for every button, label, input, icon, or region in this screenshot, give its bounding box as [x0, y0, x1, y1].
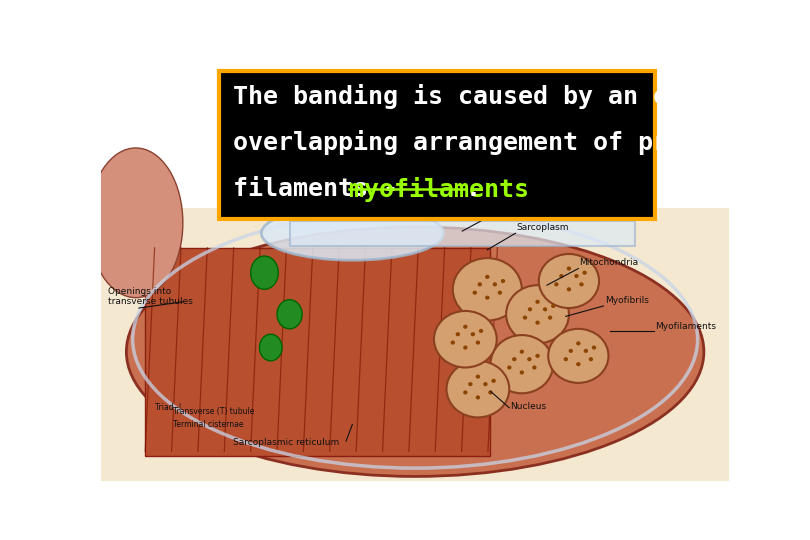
Ellipse shape: [126, 227, 704, 476]
Ellipse shape: [492, 379, 496, 383]
Text: Mitochondria: Mitochondria: [580, 258, 639, 267]
Ellipse shape: [472, 291, 477, 295]
Ellipse shape: [497, 291, 502, 295]
Ellipse shape: [488, 390, 492, 395]
Ellipse shape: [450, 341, 455, 345]
Ellipse shape: [582, 271, 586, 275]
Ellipse shape: [589, 357, 593, 361]
Text: .: .: [466, 178, 481, 201]
Text: Transverse (T) tubule: Transverse (T) tubule: [173, 407, 255, 416]
Ellipse shape: [485, 275, 489, 279]
Text: Openings into
transverse tubules: Openings into transverse tubules: [108, 287, 193, 306]
Ellipse shape: [567, 287, 571, 292]
Ellipse shape: [463, 390, 467, 395]
Ellipse shape: [535, 321, 539, 325]
Text: Sarcoplasm: Sarcoplasm: [517, 223, 569, 232]
Ellipse shape: [463, 325, 467, 329]
Ellipse shape: [528, 307, 532, 312]
Ellipse shape: [507, 366, 511, 369]
Ellipse shape: [551, 304, 556, 308]
Ellipse shape: [527, 357, 531, 361]
Ellipse shape: [492, 282, 497, 286]
Bar: [290, 221, 635, 246]
Ellipse shape: [548, 315, 552, 320]
Ellipse shape: [564, 357, 568, 361]
Ellipse shape: [569, 349, 573, 353]
Ellipse shape: [584, 349, 588, 353]
Ellipse shape: [567, 266, 571, 271]
Ellipse shape: [522, 315, 527, 320]
Ellipse shape: [471, 332, 475, 336]
Ellipse shape: [485, 295, 489, 300]
Ellipse shape: [434, 311, 497, 368]
Ellipse shape: [574, 274, 578, 278]
Ellipse shape: [554, 282, 559, 286]
Text: Sarcoplasmic reticulum: Sarcoplasmic reticulum: [233, 437, 339, 447]
Ellipse shape: [484, 382, 488, 386]
FancyBboxPatch shape: [219, 71, 655, 219]
Text: Myofibrils: Myofibrils: [605, 296, 649, 305]
Ellipse shape: [468, 382, 472, 386]
Ellipse shape: [463, 346, 467, 349]
Ellipse shape: [262, 206, 443, 260]
Ellipse shape: [259, 334, 282, 361]
Ellipse shape: [532, 366, 536, 369]
Ellipse shape: [535, 300, 539, 304]
Ellipse shape: [455, 332, 460, 336]
Ellipse shape: [559, 274, 564, 278]
Text: Terminal cisternae: Terminal cisternae: [173, 420, 244, 429]
Ellipse shape: [250, 256, 279, 289]
Ellipse shape: [576, 362, 581, 366]
Ellipse shape: [446, 361, 509, 417]
Text: filaments -: filaments -: [233, 178, 413, 201]
Ellipse shape: [539, 254, 599, 308]
Ellipse shape: [475, 395, 480, 400]
Ellipse shape: [579, 282, 584, 286]
Ellipse shape: [520, 349, 524, 354]
Ellipse shape: [520, 370, 524, 375]
Ellipse shape: [512, 357, 517, 361]
Bar: [101, 208, 729, 481]
Ellipse shape: [576, 341, 581, 346]
Ellipse shape: [592, 346, 596, 349]
Ellipse shape: [501, 279, 505, 283]
Ellipse shape: [478, 282, 482, 286]
Ellipse shape: [453, 258, 522, 321]
Text: Sarcolemma: Sarcolemma: [498, 202, 555, 211]
Ellipse shape: [490, 335, 553, 393]
Ellipse shape: [535, 354, 539, 358]
Bar: [145, 248, 491, 456]
Text: The banding is caused by an orderly: The banding is caused by an orderly: [233, 84, 758, 109]
Ellipse shape: [277, 300, 302, 329]
Text: overlapping arrangement of protein: overlapping arrangement of protein: [233, 131, 743, 156]
Ellipse shape: [548, 329, 608, 383]
Ellipse shape: [506, 285, 569, 343]
Ellipse shape: [475, 341, 480, 345]
Ellipse shape: [479, 329, 484, 333]
Text: Myofilaments: Myofilaments: [655, 322, 716, 331]
Ellipse shape: [475, 375, 480, 379]
Text: Nucleus: Nucleus: [510, 402, 547, 411]
Text: Triad -|: Triad -|: [155, 403, 181, 412]
Ellipse shape: [89, 148, 183, 298]
Text: myofilaments: myofilaments: [349, 178, 530, 202]
Ellipse shape: [543, 307, 548, 312]
